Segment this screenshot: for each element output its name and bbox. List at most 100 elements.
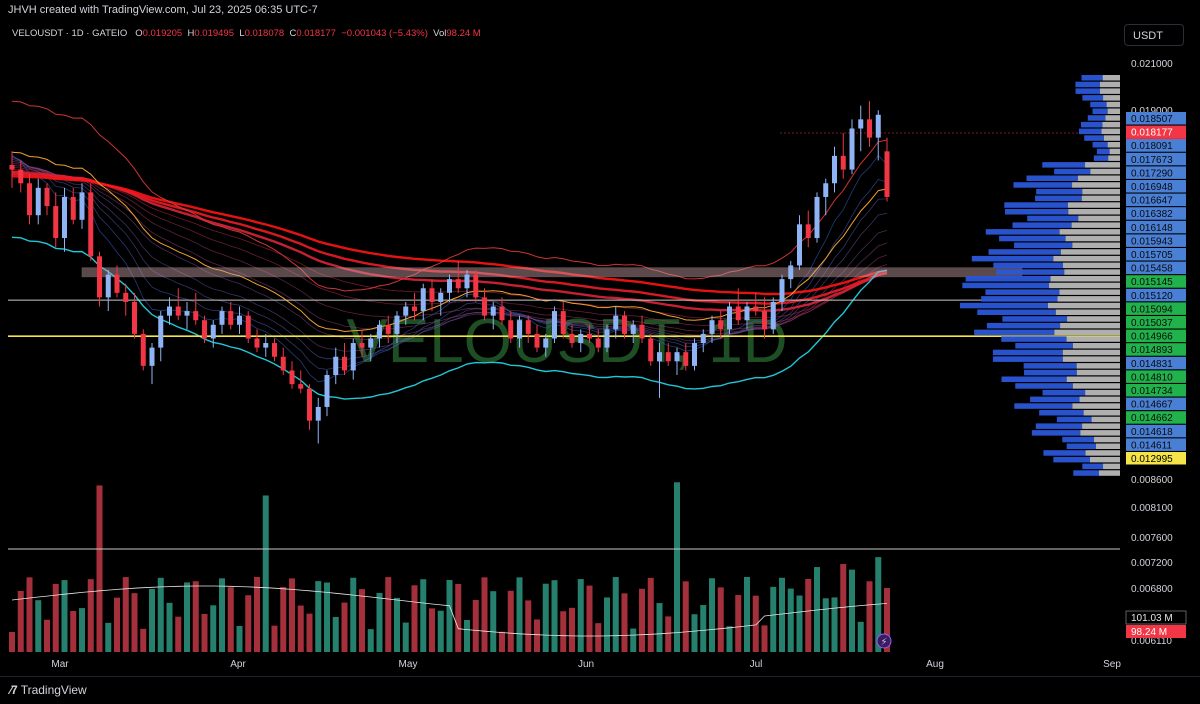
- price-label-text: 0.014667: [1131, 400, 1173, 411]
- price-label-text: 0.015145: [1131, 277, 1173, 288]
- candle-body: [473, 274, 479, 298]
- volume-bar: [157, 577, 164, 652]
- candle: [727, 301, 732, 334]
- candle: [823, 178, 829, 216]
- price-label-bg: [1126, 261, 1186, 275]
- volume-bar: [744, 577, 750, 652]
- volume-bar: [359, 589, 365, 652]
- alert-icon-glyph: ⚡: [880, 637, 887, 648]
- volume-bar: [289, 578, 295, 652]
- candle-body: [657, 352, 662, 362]
- profile-bar: [1005, 209, 1069, 215]
- candle-body: [639, 324, 645, 339]
- candle: [385, 315, 391, 344]
- price-label-bg: [1126, 152, 1186, 166]
- candle-body: [88, 192, 94, 257]
- candle: [552, 306, 557, 344]
- profile-bar: [1085, 162, 1120, 168]
- low-label: L: [239, 28, 245, 39]
- alert-lightning-icon: ⚡: [876, 633, 892, 649]
- candle: [228, 301, 234, 330]
- candle: [788, 260, 794, 289]
- profile-price-label: 0.015094: [1126, 302, 1186, 315]
- profile-bar: [999, 235, 1066, 242]
- volume-bar: [44, 619, 50, 652]
- profile-bar: [1092, 142, 1108, 148]
- price-label-text: 0.014893: [1131, 345, 1173, 356]
- candle: [359, 329, 365, 357]
- candle-body: [228, 311, 234, 325]
- volume-bar: [166, 602, 173, 652]
- candle: [665, 343, 671, 366]
- candle-body: [543, 338, 549, 348]
- volume-bar: [499, 631, 505, 652]
- profile-bar: [1093, 155, 1109, 161]
- price-label-bg: [1126, 316, 1186, 329]
- candle-body: [482, 297, 487, 316]
- volume-bar: [262, 495, 269, 652]
- volume-bar: [70, 610, 77, 652]
- candle: [324, 370, 330, 417]
- symbol-name[interactable]: VELOUSDT · 1D · GATEIO: [12, 28, 128, 39]
- volume-bar: [665, 616, 672, 652]
- candle-body: [604, 329, 610, 348]
- profile-bar: [1076, 363, 1120, 369]
- profile-bar: [1076, 369, 1120, 376]
- profile-bar: [1062, 349, 1120, 356]
- candle-body: [858, 119, 864, 129]
- candle: [543, 333, 549, 357]
- volume-bar: [726, 626, 733, 652]
- candle-body: [377, 324, 382, 339]
- profile-bar: [1109, 148, 1120, 155]
- candle-body: [727, 306, 732, 330]
- profile-bar: [1004, 202, 1068, 208]
- price-label-text: 0.017290: [1131, 168, 1173, 179]
- volume-bar: [805, 578, 812, 652]
- candle: [333, 347, 339, 385]
- candle-body: [368, 338, 374, 348]
- candle: [368, 333, 374, 362]
- volume-bar: [481, 577, 488, 652]
- price-tick-label: 0.019000: [1131, 106, 1173, 117]
- candle: [674, 347, 680, 375]
- currency-selector[interactable]: USDT: [1124, 24, 1184, 46]
- price-label-bg: [1126, 302, 1186, 315]
- profile-price-label: 0.015145: [1126, 275, 1186, 288]
- volume-bar: [96, 485, 103, 652]
- profile-bar: [1064, 269, 1120, 275]
- candle: [132, 292, 137, 339]
- candle-body: [219, 311, 225, 325]
- profile-bar: [1043, 450, 1086, 456]
- candle: [210, 320, 216, 348]
- candle-body: [289, 370, 295, 385]
- tradingview-brand[interactable]: ⁄7 TradingView: [10, 683, 87, 697]
- volume-bar: [341, 602, 348, 652]
- candle: [315, 397, 321, 444]
- profile-price-label: 0.016647: [1126, 193, 1186, 207]
- profile-bar: [1031, 430, 1081, 436]
- volume-bar: [612, 577, 619, 652]
- price-label-bg: [1126, 424, 1186, 438]
- profile-bar: [1035, 423, 1083, 429]
- volume-bar: [219, 578, 225, 652]
- volume-bar: [595, 623, 602, 652]
- profile-bar: [1023, 363, 1077, 369]
- price-label-text: 0.015943: [1131, 236, 1173, 247]
- volume-bar: [315, 581, 322, 652]
- candle: [735, 288, 741, 325]
- profile-bar: [1024, 369, 1077, 376]
- volume-bar: [17, 590, 24, 652]
- profile-bar: [1107, 108, 1120, 114]
- candle: [604, 324, 610, 353]
- candle: [280, 347, 286, 375]
- candle-body: [508, 320, 514, 339]
- candle-body: [114, 274, 120, 293]
- ma-line: [11, 164, 888, 332]
- candle: [508, 311, 514, 344]
- profile-bar: [1050, 276, 1120, 282]
- profile-bar: [1060, 249, 1120, 255]
- profile-price-label: 0.018091: [1126, 139, 1186, 152]
- price-chart[interactable]: VELOUSDT, 1D Mar Apr May Jun Jul Aug Sep 0.0210…: [0, 0, 1200, 676]
- profile-price-label: 0.012995: [1126, 452, 1186, 465]
- candle-body: [595, 338, 601, 348]
